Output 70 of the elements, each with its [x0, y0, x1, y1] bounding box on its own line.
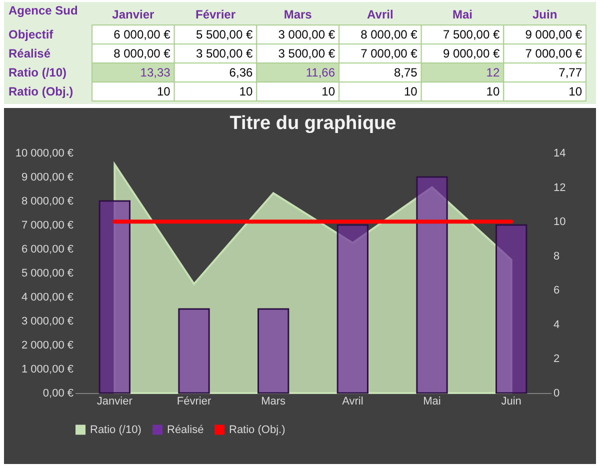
data-label: 12: [486, 66, 500, 80]
y2-tick-label: 8: [554, 250, 560, 262]
data-label: 10: [239, 84, 253, 98]
y-tick-label: 9 000,00 €: [22, 172, 74, 184]
data-label: 9 000,00 €: [442, 46, 500, 60]
x-tick-label: Janvier: [112, 8, 155, 22]
bar: [98, 200, 130, 394]
y-tick-label: Ratio (Obj.): [8, 84, 74, 98]
data-label: 11,66: [306, 66, 336, 80]
data-label: 7,77: [558, 66, 582, 80]
bar: [336, 224, 368, 394]
x-tick-label: Juin: [532, 8, 558, 22]
bar: [178, 308, 210, 394]
y-tick-label: Objectif: [8, 28, 54, 42]
legend-label: Ratio (Obj.): [229, 424, 286, 436]
y-tick-label: 4 000,00 €: [22, 292, 74, 304]
y-tick-label: 10 000,00 €: [15, 148, 74, 160]
data-label: 10: [404, 84, 418, 98]
x-tick-label: Mars: [284, 8, 312, 22]
y-tick-label: 6 000,00 €: [22, 244, 74, 256]
data-label: 8 000,00 €: [114, 46, 171, 60]
x-tick-label: Mai: [452, 8, 473, 22]
legend-label: Réalisé: [167, 424, 204, 436]
data-label: 5 500,00 €: [196, 28, 253, 42]
y-tick-label: 3 000,00 €: [22, 316, 74, 328]
y-axis-title: Agence Sud: [8, 4, 78, 18]
data-label: 6 000,00 €: [114, 28, 171, 42]
data-label: 7 000,00 €: [525, 46, 582, 60]
y2-tick-label: 0: [554, 388, 560, 400]
x-tick-label: Mai: [423, 396, 441, 408]
data-label: 3 500,00 €: [196, 46, 253, 60]
y-tick-label: Ratio (/10): [8, 66, 67, 80]
y2-tick-label: 4: [554, 318, 560, 331]
data-label: 7 500,00 €: [442, 28, 500, 42]
y-tick-label: Réalisé: [8, 46, 51, 60]
bar: [496, 224, 528, 394]
chart-title: Titre du graphique: [230, 113, 396, 134]
y2-tick-label: 10: [554, 216, 566, 228]
data-label: 6,36: [229, 66, 253, 80]
x-tick-label: Février: [195, 8, 236, 22]
y-tick-label: 5 000,00 €: [22, 268, 74, 280]
y-tick-label: 8 000,00 €: [22, 196, 74, 208]
legend-label: Ratio (/10): [90, 424, 142, 436]
data-label: 10: [156, 84, 171, 98]
y-tick-label: 7 000,00 €: [22, 220, 74, 232]
data-label: 7 000,00 €: [360, 46, 418, 60]
bar: [416, 176, 448, 394]
y-tick-label: 2 000,00 €: [22, 340, 74, 352]
data-label: 10: [486, 84, 500, 98]
data-label: 8 000,00 €: [360, 28, 418, 42]
bar: [258, 308, 290, 394]
data-label: 3 000,00 €: [278, 28, 336, 42]
y-tick-label: 1 000,00 €: [22, 364, 74, 376]
data-label: 3 500,00 €: [278, 46, 336, 60]
x-tick-label: Juin: [501, 396, 522, 408]
data-label: 10: [568, 84, 582, 98]
x-tick-label: Janvier: [96, 396, 133, 408]
x-tick-label: Mars: [261, 396, 286, 408]
data-label: 9 000,00 €: [525, 28, 582, 42]
y2-tick-label: 12: [554, 182, 566, 194]
x-tick-label: Avril: [342, 396, 364, 408]
data-label: 13,33: [140, 66, 171, 80]
y2-tick-label: 2: [554, 353, 560, 366]
data-label: 10: [322, 84, 336, 98]
data-label: 8,75: [394, 66, 418, 80]
x-tick-label: Avril: [367, 8, 394, 22]
x-tick-label: Février: [176, 396, 212, 408]
y2-tick-label: 6: [554, 284, 560, 297]
y-tick-label: 0,00 €: [42, 388, 74, 400]
y2-tick-label: 14: [554, 148, 566, 160]
